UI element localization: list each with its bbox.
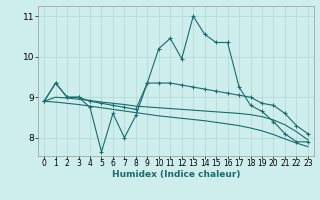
- X-axis label: Humidex (Indice chaleur): Humidex (Indice chaleur): [112, 170, 240, 179]
